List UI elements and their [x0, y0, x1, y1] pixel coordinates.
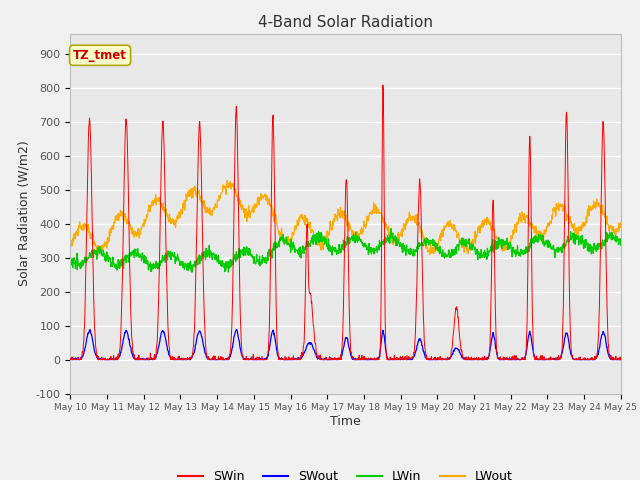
- Title: 4-Band Solar Radiation: 4-Band Solar Radiation: [258, 15, 433, 30]
- X-axis label: Time: Time: [330, 415, 361, 428]
- Y-axis label: Solar Radiation (W/m2): Solar Radiation (W/m2): [17, 141, 30, 287]
- Text: TZ_tmet: TZ_tmet: [73, 49, 127, 62]
- Legend: SWin, SWout, LWin, LWout: SWin, SWout, LWin, LWout: [173, 465, 518, 480]
